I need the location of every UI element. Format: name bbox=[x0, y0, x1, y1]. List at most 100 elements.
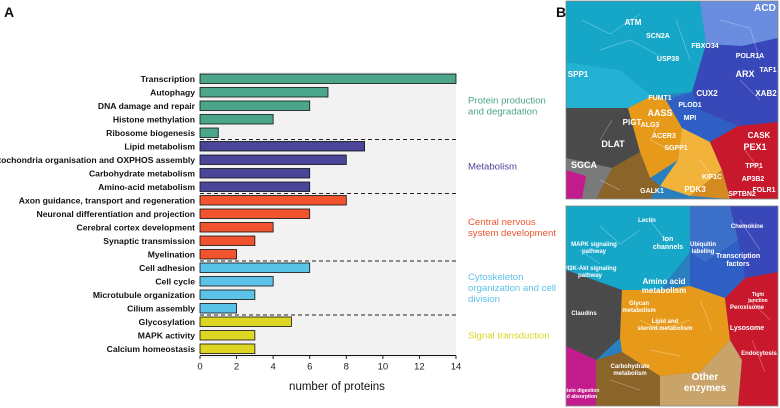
voronoi-bottom-label: Lipid and steroid metabolism bbox=[637, 319, 692, 332]
bar-histone-methylation bbox=[199, 114, 274, 125]
voronoi-top-label: PEX1 bbox=[743, 142, 766, 152]
category-label: Synaptic transmission bbox=[103, 236, 195, 246]
voronoi-top bbox=[566, 1, 778, 199]
category-label: Microtubule organization bbox=[93, 290, 195, 300]
category-label: DNA damage and repair bbox=[98, 101, 196, 111]
bar-amino-acid-metabolism bbox=[199, 181, 311, 192]
bar-neuronal-differentiation-and-projection bbox=[199, 208, 311, 219]
voronoi-top-label: SCN2A bbox=[646, 33, 670, 40]
voronoi-top-label: MPI bbox=[684, 115, 697, 122]
voronoi-top-label: ARX bbox=[735, 69, 754, 79]
voronoi-top-label: XAB2 bbox=[755, 89, 777, 98]
voronoi-top-label: CUX2 bbox=[696, 89, 718, 98]
voronoi-top-label: PDK3 bbox=[684, 185, 706, 194]
x-tick-label: 10 bbox=[378, 362, 389, 373]
bar-cerebral-cortex-development bbox=[199, 222, 274, 233]
bar-ribosome-biogenesis bbox=[199, 127, 219, 138]
bars-layer bbox=[199, 73, 457, 354]
bar-dna-damage-and-repair bbox=[199, 100, 311, 111]
voronoi-top-label: FBXO34 bbox=[691, 43, 718, 50]
voronoi-bottom-label: Other enzymes bbox=[684, 372, 727, 394]
group-label: Protein production and degradation bbox=[468, 95, 546, 117]
category-label: Ribosome biogenesis bbox=[106, 128, 195, 138]
voronoi-top-label: USP38 bbox=[657, 56, 679, 63]
voronoi-bottom bbox=[566, 206, 778, 406]
bar-mitochondria-organisation-and-oxphos-assembly bbox=[199, 154, 347, 165]
bar-transcription bbox=[199, 73, 457, 84]
group-label: Cytoskeleton organization and cell divisio… bbox=[468, 272, 556, 305]
x-axis-title: number of proteins bbox=[289, 381, 385, 393]
voronoi-top-label: KIF1C bbox=[702, 174, 722, 181]
voronoi-bottom-labels: Ion channels MAPK signaling pathway PI3K-Akt… bbox=[559, 218, 778, 400]
voronoi-top-label: GALK1 bbox=[640, 188, 664, 195]
panel-a-letter: A bbox=[4, 4, 14, 20]
voronoi-top-label: ACER3 bbox=[652, 133, 676, 140]
voronoi-bottom-label: Chemokine bbox=[731, 224, 764, 230]
voronoi-top-label: SGCA bbox=[571, 160, 598, 170]
voronoi-bottom-label: Transcription factors bbox=[716, 253, 760, 268]
voronoi-bottom-label: Glycan metabolism bbox=[622, 301, 655, 314]
voronoi-bottom-label: Ubiquitin labeling bbox=[690, 242, 716, 255]
group-label: Metabolism bbox=[468, 162, 517, 173]
x-tick-label: 12 bbox=[414, 362, 425, 373]
voronoi-bottom-label: Amino acid metabolism bbox=[642, 277, 686, 295]
bar-synaptic-transmission bbox=[199, 235, 256, 246]
bar-calcium-homeostasis bbox=[199, 343, 256, 354]
category-label: Glycosylation bbox=[139, 317, 195, 327]
voronoi-top-label: FOLR1 bbox=[753, 187, 776, 194]
voronoi-bottom-label: Carbohydrate metabolism bbox=[610, 364, 650, 377]
voronoi-bottom-label: Endocytosis bbox=[741, 351, 777, 357]
voronoi-bottom-label: Lysosome bbox=[730, 325, 764, 332]
voronoi-top-label: TPP1 bbox=[745, 163, 763, 170]
category-label: Cerebral cortex development bbox=[77, 222, 196, 232]
x-tick-label: 14 bbox=[451, 362, 462, 373]
bar-cell-cycle bbox=[199, 276, 274, 287]
bar-microtubule-organization bbox=[199, 289, 256, 300]
voronoi-top-label: AP3B2 bbox=[742, 176, 765, 183]
bar-carbohydrate-metabolism bbox=[199, 168, 311, 179]
bar-mapk-activity bbox=[199, 330, 256, 341]
category-label: Calcium homeostasis bbox=[107, 344, 196, 354]
voronoi-top-label: SPP1 bbox=[568, 70, 589, 79]
bar-chart: Transcription Autophagy DNA damage and rep… bbox=[0, 72, 556, 393]
voronoi-top-label: PLOD1 bbox=[678, 102, 701, 109]
voronoi-bottom-label: Lectin bbox=[638, 218, 656, 224]
x-tick-label: 8 bbox=[344, 362, 349, 373]
category-label: Myelination bbox=[148, 249, 195, 259]
x-tick-label: 6 bbox=[307, 362, 312, 373]
voronoi-top-label: DLAT bbox=[601, 139, 625, 149]
voronoi-bottom-label: Peroxisome bbox=[730, 305, 765, 311]
voronoi-top-label: AASS bbox=[647, 108, 672, 118]
category-label: Transcription bbox=[141, 74, 195, 84]
voronoi-top-labels: ATM SCN2A ACD SPP1 USP38 ARX CUX2 XAB2 TAF1 POLR1… bbox=[568, 3, 777, 198]
voronoi-top-label: POLR1A bbox=[736, 53, 764, 60]
group-label: Central nervous system development bbox=[468, 217, 556, 239]
group-label: Signal transduction bbox=[468, 330, 550, 341]
voronoi-bottom-label: MAPK signaling pathway bbox=[571, 242, 617, 255]
bar-cell-adhesion bbox=[199, 262, 311, 273]
bar-cilium-assembly bbox=[199, 303, 237, 314]
voronoi-top-label: SPTBN2 bbox=[728, 191, 756, 198]
bar-autophagy bbox=[199, 87, 329, 98]
voronoi-bottom-label: Claudins bbox=[571, 311, 597, 317]
voronoi-bottom-label: Ion channels bbox=[653, 236, 683, 251]
voronoi-top-label: PIGT bbox=[623, 118, 642, 127]
category-label: Neuronal differentiation and projection bbox=[36, 209, 195, 219]
bar-lipid-metabolism bbox=[199, 141, 365, 152]
category-label: Histone methylation bbox=[113, 114, 195, 124]
voronoi-top-label: SGPP1 bbox=[664, 145, 687, 152]
panel-b-letter: B bbox=[556, 4, 566, 20]
category-label: Cilium assembly bbox=[127, 303, 195, 313]
voronoi-top-label: CASK bbox=[748, 131, 771, 140]
voronoi-top-label: ATM bbox=[625, 18, 642, 27]
category-label: Carbohydrate metabolism bbox=[89, 168, 195, 178]
category-label: Amino-acid metabolism bbox=[98, 182, 195, 192]
category-label: Axon guidance, transport and regeneratio… bbox=[19, 195, 195, 205]
x-tick-label: 0 bbox=[197, 362, 202, 373]
voronoi-top-label: FUMT1 bbox=[648, 95, 671, 102]
x-tick-label: 4 bbox=[270, 362, 275, 373]
group-labels: Protein production and degradation Metabol… bbox=[468, 95, 556, 341]
bar-glycosylation bbox=[199, 316, 292, 327]
voronoi-bottom-label: Protein digestion and absorption bbox=[559, 388, 600, 400]
